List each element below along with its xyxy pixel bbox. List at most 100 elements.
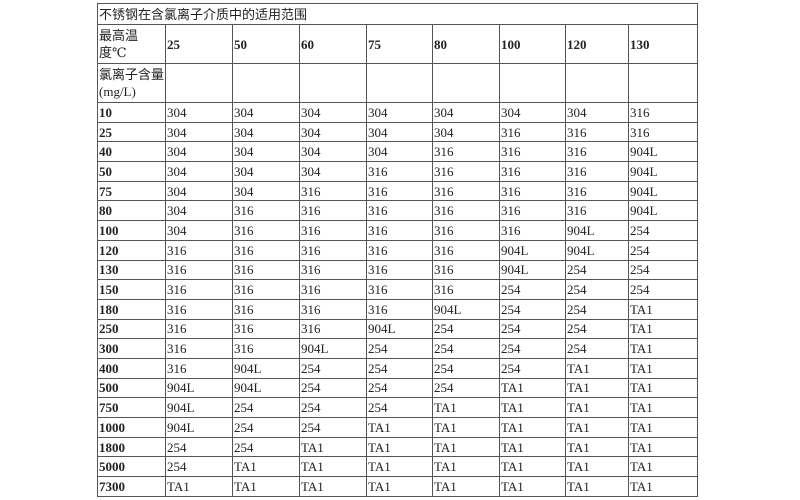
material-cell: 316 [565,121,629,143]
material-cell: 316 [499,200,566,222]
material-cell: 304 [232,180,300,202]
material-cell: TA1 [499,456,566,478]
material-cell: 316 [165,338,233,359]
material-cell: 254 [499,279,566,300]
empty-cell [232,63,300,103]
chloride-value: 150 [97,279,166,300]
material-cell: 254 [432,377,500,399]
material-cell: 316 [432,279,500,300]
material-cell: 254 [627,279,699,300]
material-cell: 904L [165,417,233,438]
material-cell: 304 [366,141,433,163]
material-cell: 904L [165,377,233,399]
chloride-value: 300 [97,338,166,359]
material-cell: TA1 [627,298,699,320]
material-cell: 304 [232,121,300,143]
material-cell: TA1 [565,377,629,399]
chloride-value: 5000 [97,456,166,478]
material-cell: 316 [165,239,233,261]
material-cell: 254 [165,456,233,478]
material-cell: 254 [366,397,433,418]
material-cell: TA1 [432,417,500,438]
material-cell: 904L [232,377,300,399]
material-cell: 254 [499,318,566,340]
material-cell: 904L [366,318,433,340]
material-cell: 316 [366,298,433,320]
material-cell: 904L [565,220,629,241]
temperature-header: 50 [232,24,300,64]
temperature-header: 25 [165,24,233,64]
material-cell: 316 [499,141,566,163]
material-cell: TA1 [565,476,629,497]
material-cell: 904L [499,239,566,261]
material-cell: 254 [432,338,500,359]
table-row: 10 304 304 304 304 304 304 304 316 [97,102,699,123]
material-cell: 316 [299,279,367,300]
material-cell: 316 [232,318,300,340]
table-row: 50 304 304 304 316 316 316 316 904L [97,161,699,182]
material-cell: 254 [627,239,699,261]
temperature-header: 120 [565,24,629,64]
material-cell: 904L [627,141,699,163]
material-cell: TA1 [565,436,629,458]
table-row: 5000 254 TA1 TA1 TA1 TA1 TA1 TA1 TA1 [97,456,699,478]
material-cell: 304 [299,141,367,163]
material-cell: 904L [432,298,500,320]
temperature-header: 75 [366,24,433,64]
material-cell: 316 [232,279,300,300]
table-row: 25 304 304 304 304 304 316 316 316 [97,121,699,143]
material-cell: 904L [499,259,566,281]
material-cell: TA1 [299,456,367,478]
material-cell: 304 [299,102,367,123]
chloride-value: 7300 [97,476,166,497]
material-cell: 316 [366,161,433,182]
material-cell: 316 [299,298,367,320]
table-row: 250 316 316 316 904L 254 254 254 TA1 [97,318,699,340]
table-row: 75 304 304 316 316 316 316 316 904L [97,180,699,202]
material-cell: 254 [232,436,300,458]
chloride-value: 25 [97,121,166,143]
material-cell: 904L [299,338,367,359]
material-cell: 254 [565,338,629,359]
material-cell: 316 [299,220,367,241]
material-cell: TA1 [432,456,500,478]
material-cell: TA1 [565,417,629,438]
material-cell: TA1 [565,397,629,418]
material-cell: TA1 [627,318,699,340]
material-cell: 316 [232,239,300,261]
material-cell: 316 [565,180,629,202]
table-row: 40 304 304 304 304 316 316 316 904L [97,141,699,163]
chloride-value: 50 [97,161,166,182]
chloride-label: 氯离子含量(mg/L) [97,63,166,103]
material-cell: 316 [565,200,629,222]
temperature-header: 100 [499,24,566,64]
material-cell: TA1 [366,436,433,458]
material-cell: 254 [627,259,699,281]
table-title: 不锈钢在含氯离子介质中的适用范围 [96,3,699,25]
material-cell: 316 [499,180,566,202]
material-cell: 304 [165,180,233,202]
material-cell: 316 [165,279,233,300]
material-cell: 254 [499,357,566,379]
material-cell: 316 [232,259,300,281]
material-cell: 304 [499,102,566,123]
material-cell: 316 [565,141,629,163]
material-cell: TA1 [432,476,500,497]
material-cell: 254 [565,259,629,281]
material-cell: 316 [627,121,699,143]
material-cell: 304 [165,102,233,123]
material-cell: 316 [432,239,500,261]
empty-cell [366,63,433,103]
temperature-header: 60 [299,24,367,64]
chloride-value: 100 [97,220,166,241]
material-cell: 316 [366,259,433,281]
material-cell: 304 [432,102,500,123]
material-cell: TA1 [499,436,566,458]
material-cell: 254 [565,298,629,320]
material-cell: 254 [299,397,367,418]
material-cell: 304 [232,141,300,163]
material-cell: 254 [299,357,367,379]
material-cell: 304 [165,121,233,143]
material-cell: 304 [366,102,433,123]
material-cell: 316 [299,239,367,261]
